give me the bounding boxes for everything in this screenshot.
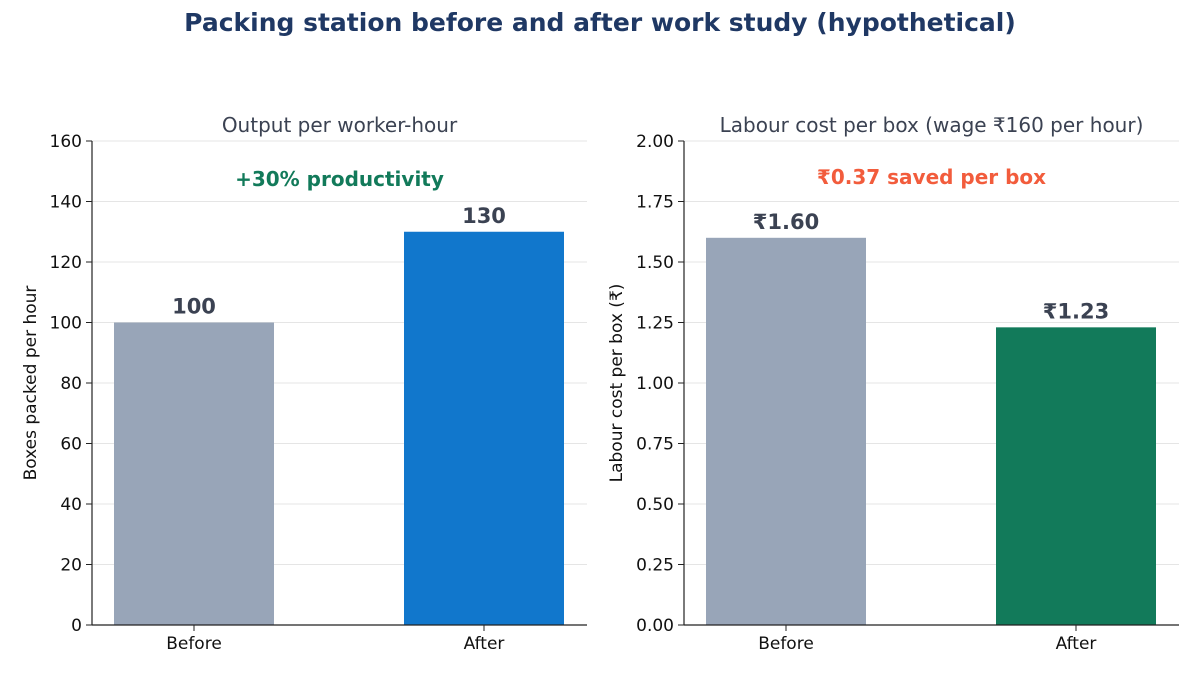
y-tick-label: 0.75	[636, 435, 674, 455]
y-tick-label: 1.75	[636, 193, 674, 213]
bar-before	[114, 322, 274, 625]
bar-value-label: ₹1.60	[753, 210, 819, 234]
y-tick-label: 100	[50, 314, 82, 334]
bar-before	[706, 237, 866, 626]
y-tick-label: 120	[50, 253, 82, 273]
figure-title: Packing station before and after work st…	[184, 8, 1016, 37]
y-tick-label: 80	[60, 374, 82, 394]
chart-annotation: ₹0.37 saved per box	[817, 165, 1046, 189]
chart-title: Labour cost per box (wage ₹160 per hour)	[720, 113, 1144, 137]
y-tick-label: 2.00	[636, 132, 674, 152]
y-tick-label: 0	[71, 616, 82, 636]
x-tick-label: After	[1056, 634, 1097, 654]
y-tick-label: 0.25	[636, 556, 674, 576]
left-chart-panel: 0 20 40 60 80 100 120 140 160 100 Before 130 After Ou…	[21, 113, 587, 654]
x-tick-label: Before	[758, 634, 814, 654]
y-axis-label: Labour cost per box (₹)	[607, 284, 627, 483]
right-chart-panel: 0.00 0.25 0.50 0.75 1.00 1.25 1.50 1.75 2.00 ₹1.6…	[607, 113, 1179, 654]
y-tick-label: 1.50	[636, 253, 674, 273]
chart-title: Output per worker-hour	[222, 113, 458, 137]
bar-after	[996, 327, 1156, 625]
bar-value-label: ₹1.23	[1043, 299, 1109, 323]
y-tick-label: 0.00	[636, 616, 674, 636]
chart-annotation: +30% productivity	[235, 167, 444, 191]
y-axis-label: Boxes packed per hour	[21, 286, 41, 481]
y-tick-label: 40	[60, 495, 82, 515]
bar-value-label: 130	[462, 204, 506, 228]
y-tick-label: 1.25	[636, 314, 674, 334]
x-tick-label: After	[464, 634, 505, 654]
y-tick-label: 0.50	[636, 495, 674, 515]
y-tick-label: 160	[50, 132, 82, 152]
y-tick-label: 20	[60, 556, 82, 576]
bar-after	[404, 231, 564, 625]
bar-value-label: 100	[172, 295, 216, 319]
x-tick-label: Before	[166, 634, 222, 654]
y-tick-label: 1.00	[636, 374, 674, 394]
y-tick-label: 140	[50, 193, 82, 213]
y-tick-label: 60	[60, 435, 82, 455]
